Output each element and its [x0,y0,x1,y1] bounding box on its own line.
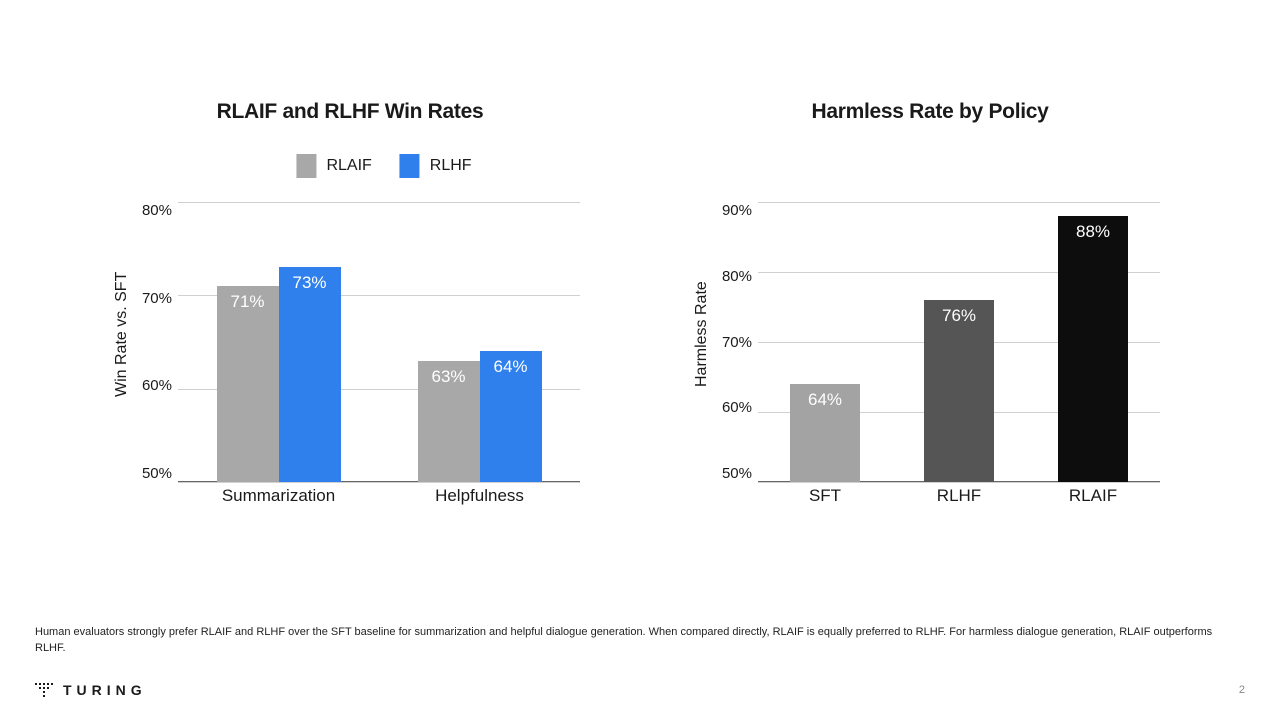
bar-value-label: 88% [1076,222,1110,242]
legend-label: RLHF [430,157,472,175]
bars-container: 71% 73% 63% 64% [178,202,580,482]
bar-group: 88% [1026,216,1160,482]
bar-value-label: 63% [431,367,465,387]
x-category-label: SFT [758,486,892,506]
y-tick: 70% [722,334,752,351]
bar-group: 64% [758,384,892,482]
bar: 64% [480,351,542,482]
bar-value-label: 64% [493,357,527,377]
bars-container: 64% 76% 88% [758,202,1160,482]
bar: 88% [1058,216,1128,482]
bar: 76% [924,300,994,482]
y-axis-label: Win Rate vs. SFT [110,154,134,514]
plot-area: Win Rate vs. SFT 80% 70% 60% 50% RLAIF RLHF … [110,154,590,514]
logo-mark-icon [35,683,53,697]
right-chart: Harmless Rate by Policy Harmless Rate 90… [690,100,1170,514]
bar: 64% [790,384,860,482]
left-plot: RLAIF RLHF 71% 73% 63% 64% SummarizationHelp… [178,154,590,514]
y-tick: 80% [722,268,752,285]
legend-swatch-icon [400,154,420,178]
slide: RLAIF and RLHF Win Rates Win Rate vs. SF… [0,0,1280,720]
plot-area: Harmless Rate 90% 80% 70% 60% 50% 64% 76% 88% … [690,154,1170,514]
x-category-label: Summarization [178,486,379,506]
bar-value-label: 76% [942,306,976,326]
y-axis-label: Harmless Rate [690,154,714,514]
legend-item: RLAIF [296,154,371,178]
legend-label: RLAIF [326,157,371,175]
left-chart: RLAIF and RLHF Win Rates Win Rate vs. SF… [110,100,590,514]
bar-group: 71% 73% [178,267,379,482]
y-tick: 50% [142,465,172,482]
legend-swatch-icon [296,154,316,178]
gridline [758,482,1160,483]
bar-value-label: 64% [808,390,842,410]
caption-text: Human evaluators strongly prefer RLAIF a… [35,625,1245,657]
bar: 63% [418,361,480,482]
brand-text: TURING [63,682,147,698]
bar-value-label: 71% [230,292,264,312]
bar-group: 76% [892,300,1026,482]
y-tick: 50% [722,465,752,482]
y-axis-ticks: 90% 80% 70% 60% 50% [714,202,758,482]
y-tick: 80% [142,202,172,219]
x-categories: SummarizationHelpfulness [178,486,580,506]
right-plot: 64% 76% 88% SFTRLHFRLAIF [758,154,1170,514]
y-tick: 60% [142,377,172,394]
bar-group: 63% 64% [379,351,580,482]
gridline [178,482,580,483]
legend: RLAIF RLHF [296,154,471,178]
y-axis-ticks: 80% 70% 60% 50% [134,202,178,482]
bar: 71% [217,286,279,482]
footer: TURING 2 [35,682,1245,698]
y-tick: 60% [722,399,752,416]
y-tick: 70% [142,290,172,307]
x-category-label: RLHF [892,486,1026,506]
x-category-label: RLAIF [1026,486,1160,506]
legend-item: RLHF [400,154,472,178]
bar: 73% [279,267,341,482]
bar-value-label: 73% [292,273,326,293]
chart-title: RLAIF and RLHF Win Rates [110,100,590,124]
brand-logo: TURING [35,682,147,698]
x-category-label: Helpfulness [379,486,580,506]
charts-row: RLAIF and RLHF Win Rates Win Rate vs. SF… [0,0,1280,514]
x-categories: SFTRLHFRLAIF [758,486,1160,506]
chart-title: Harmless Rate by Policy [690,100,1170,124]
page-number: 2 [1239,684,1245,696]
y-tick: 90% [722,202,752,219]
